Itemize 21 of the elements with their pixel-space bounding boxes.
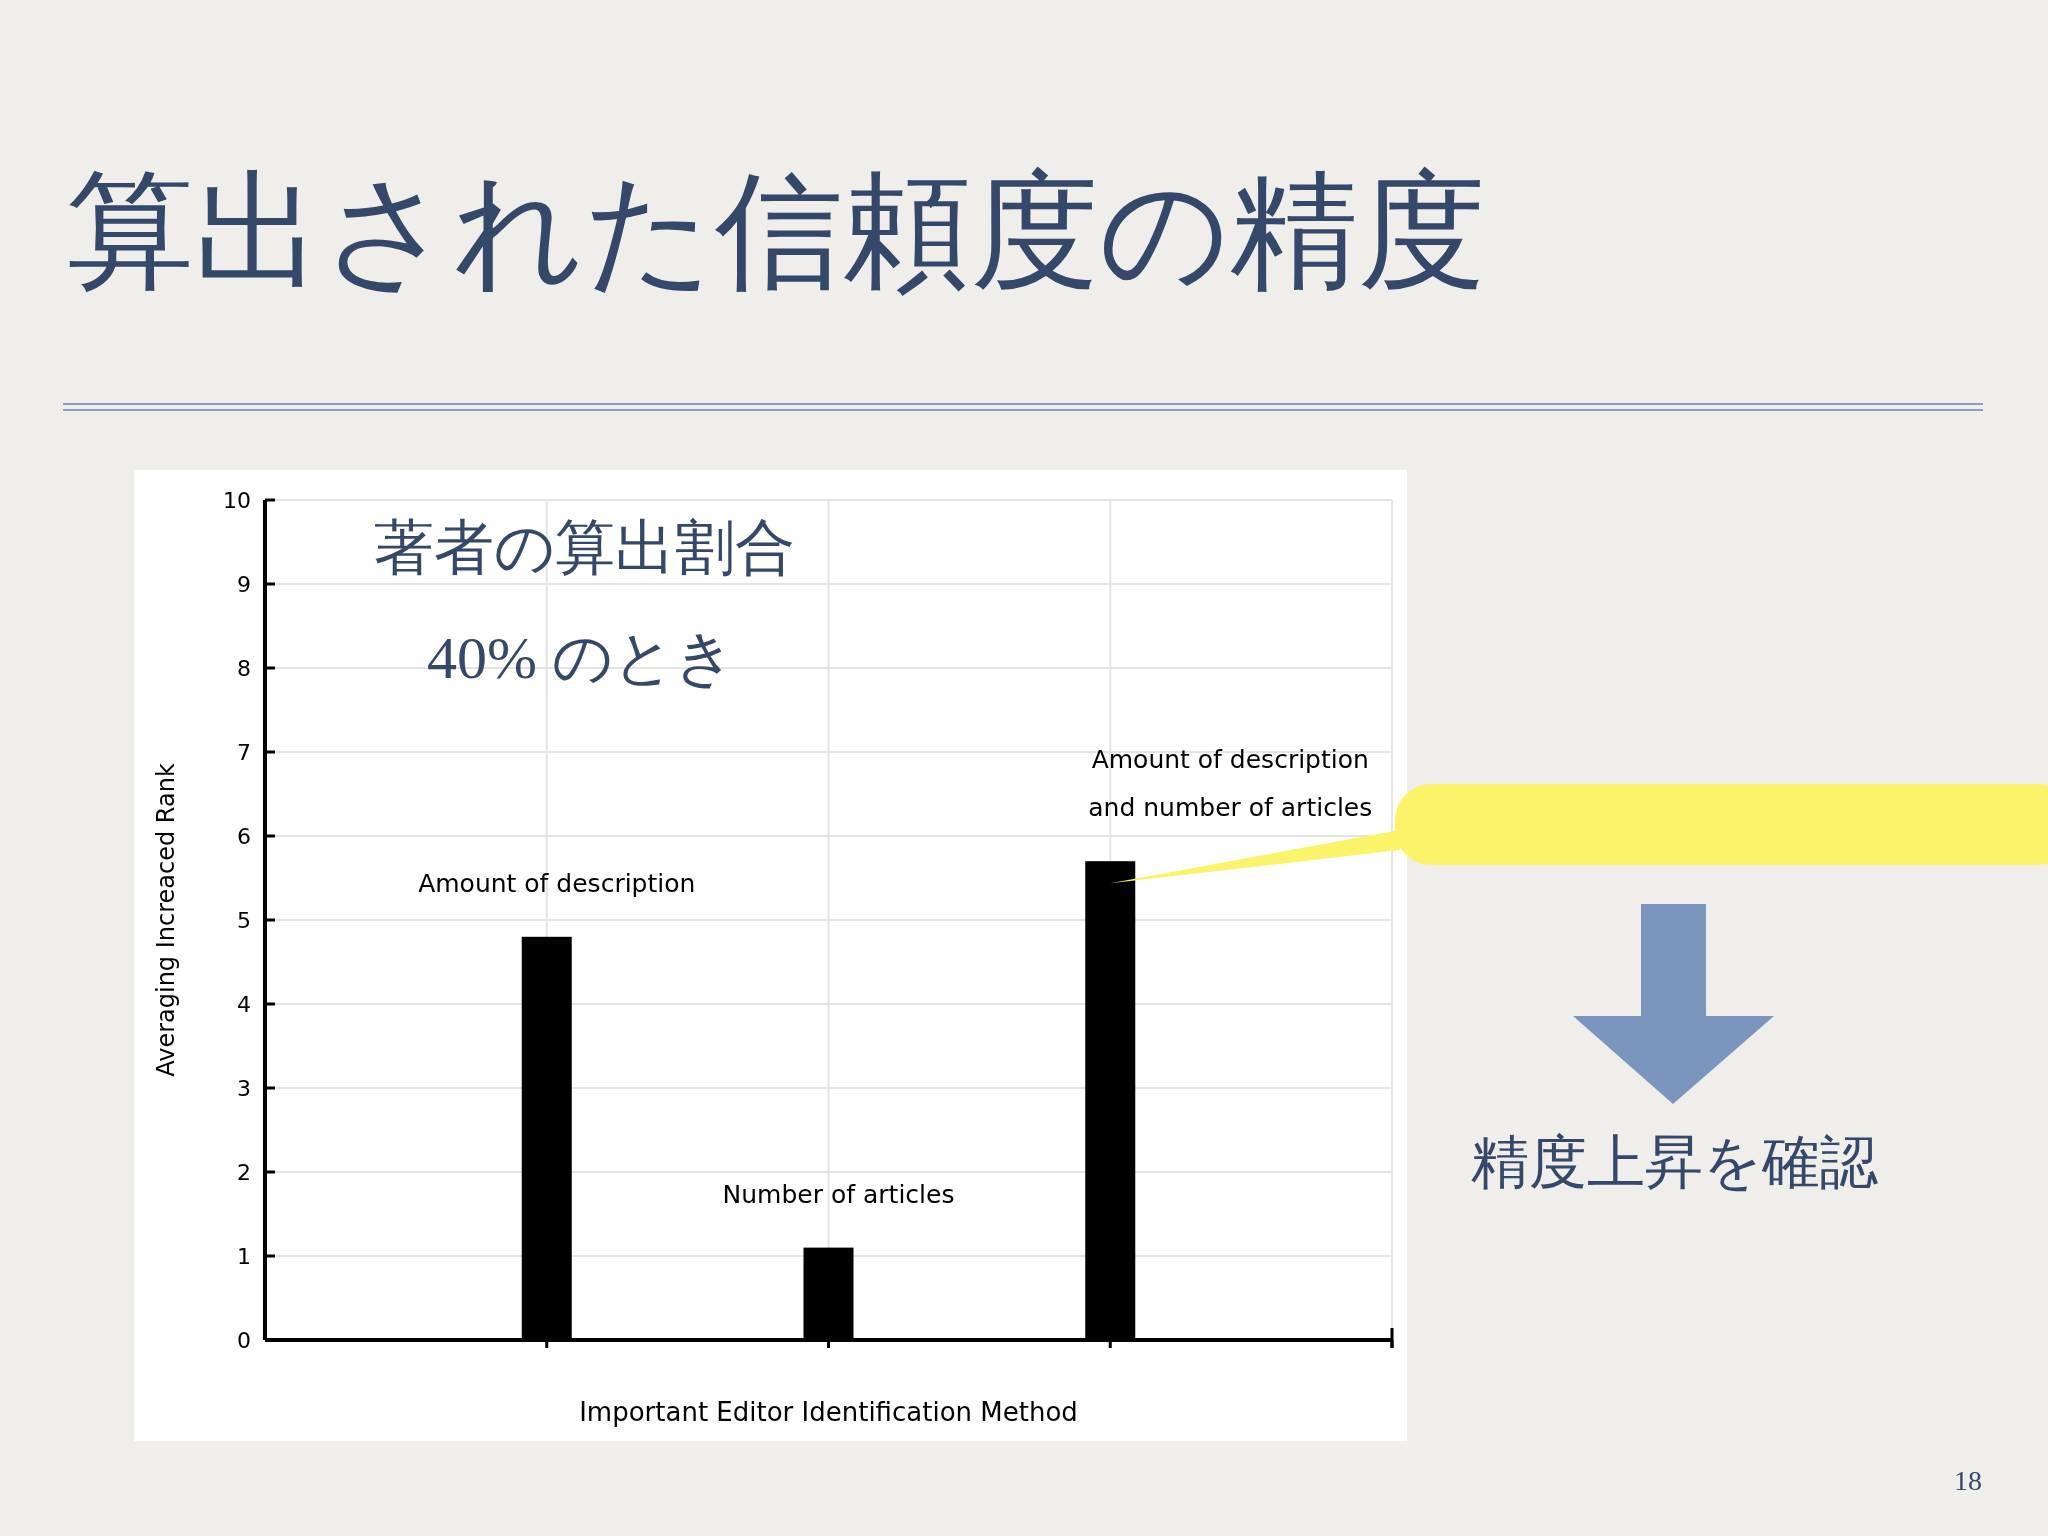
y-tick-label: 10 — [223, 488, 251, 513]
y-tick-label: 5 — [237, 908, 251, 933]
y-tick-label: 8 — [237, 656, 251, 681]
x-axis-title: Important Editor Identification Method — [579, 1397, 1078, 1427]
y-tick-label: 0 — [237, 1328, 251, 1353]
y-tick-label: 1 — [237, 1244, 251, 1269]
text: 18 — [1954, 1465, 1982, 1496]
y-axis-title: Averaging Increaced Rank — [152, 763, 180, 1077]
x-tick-label: Amount of description and number of articles — [1088, 745, 1373, 823]
annotation: 40% のとき — [427, 625, 735, 691]
x-tick-label: Amount of description — [418, 868, 696, 898]
chart-title: 算出された信頼度の精度 — [66, 161, 1486, 303]
y-tick-label: 9 — [237, 572, 251, 597]
y-tick-label: 3 — [237, 1076, 251, 1101]
y-tick-label: 6 — [237, 824, 251, 849]
annotation: 著者の算出割合 — [373, 515, 795, 581]
y-tick-label: 2 — [237, 1160, 251, 1185]
y-tick-label: 7 — [237, 740, 251, 765]
y-tick-label: 4 — [237, 992, 251, 1017]
text: 精度上昇を確認 — [1470, 1128, 1878, 1196]
x-tick-label: Number of articles — [722, 1179, 955, 1209]
